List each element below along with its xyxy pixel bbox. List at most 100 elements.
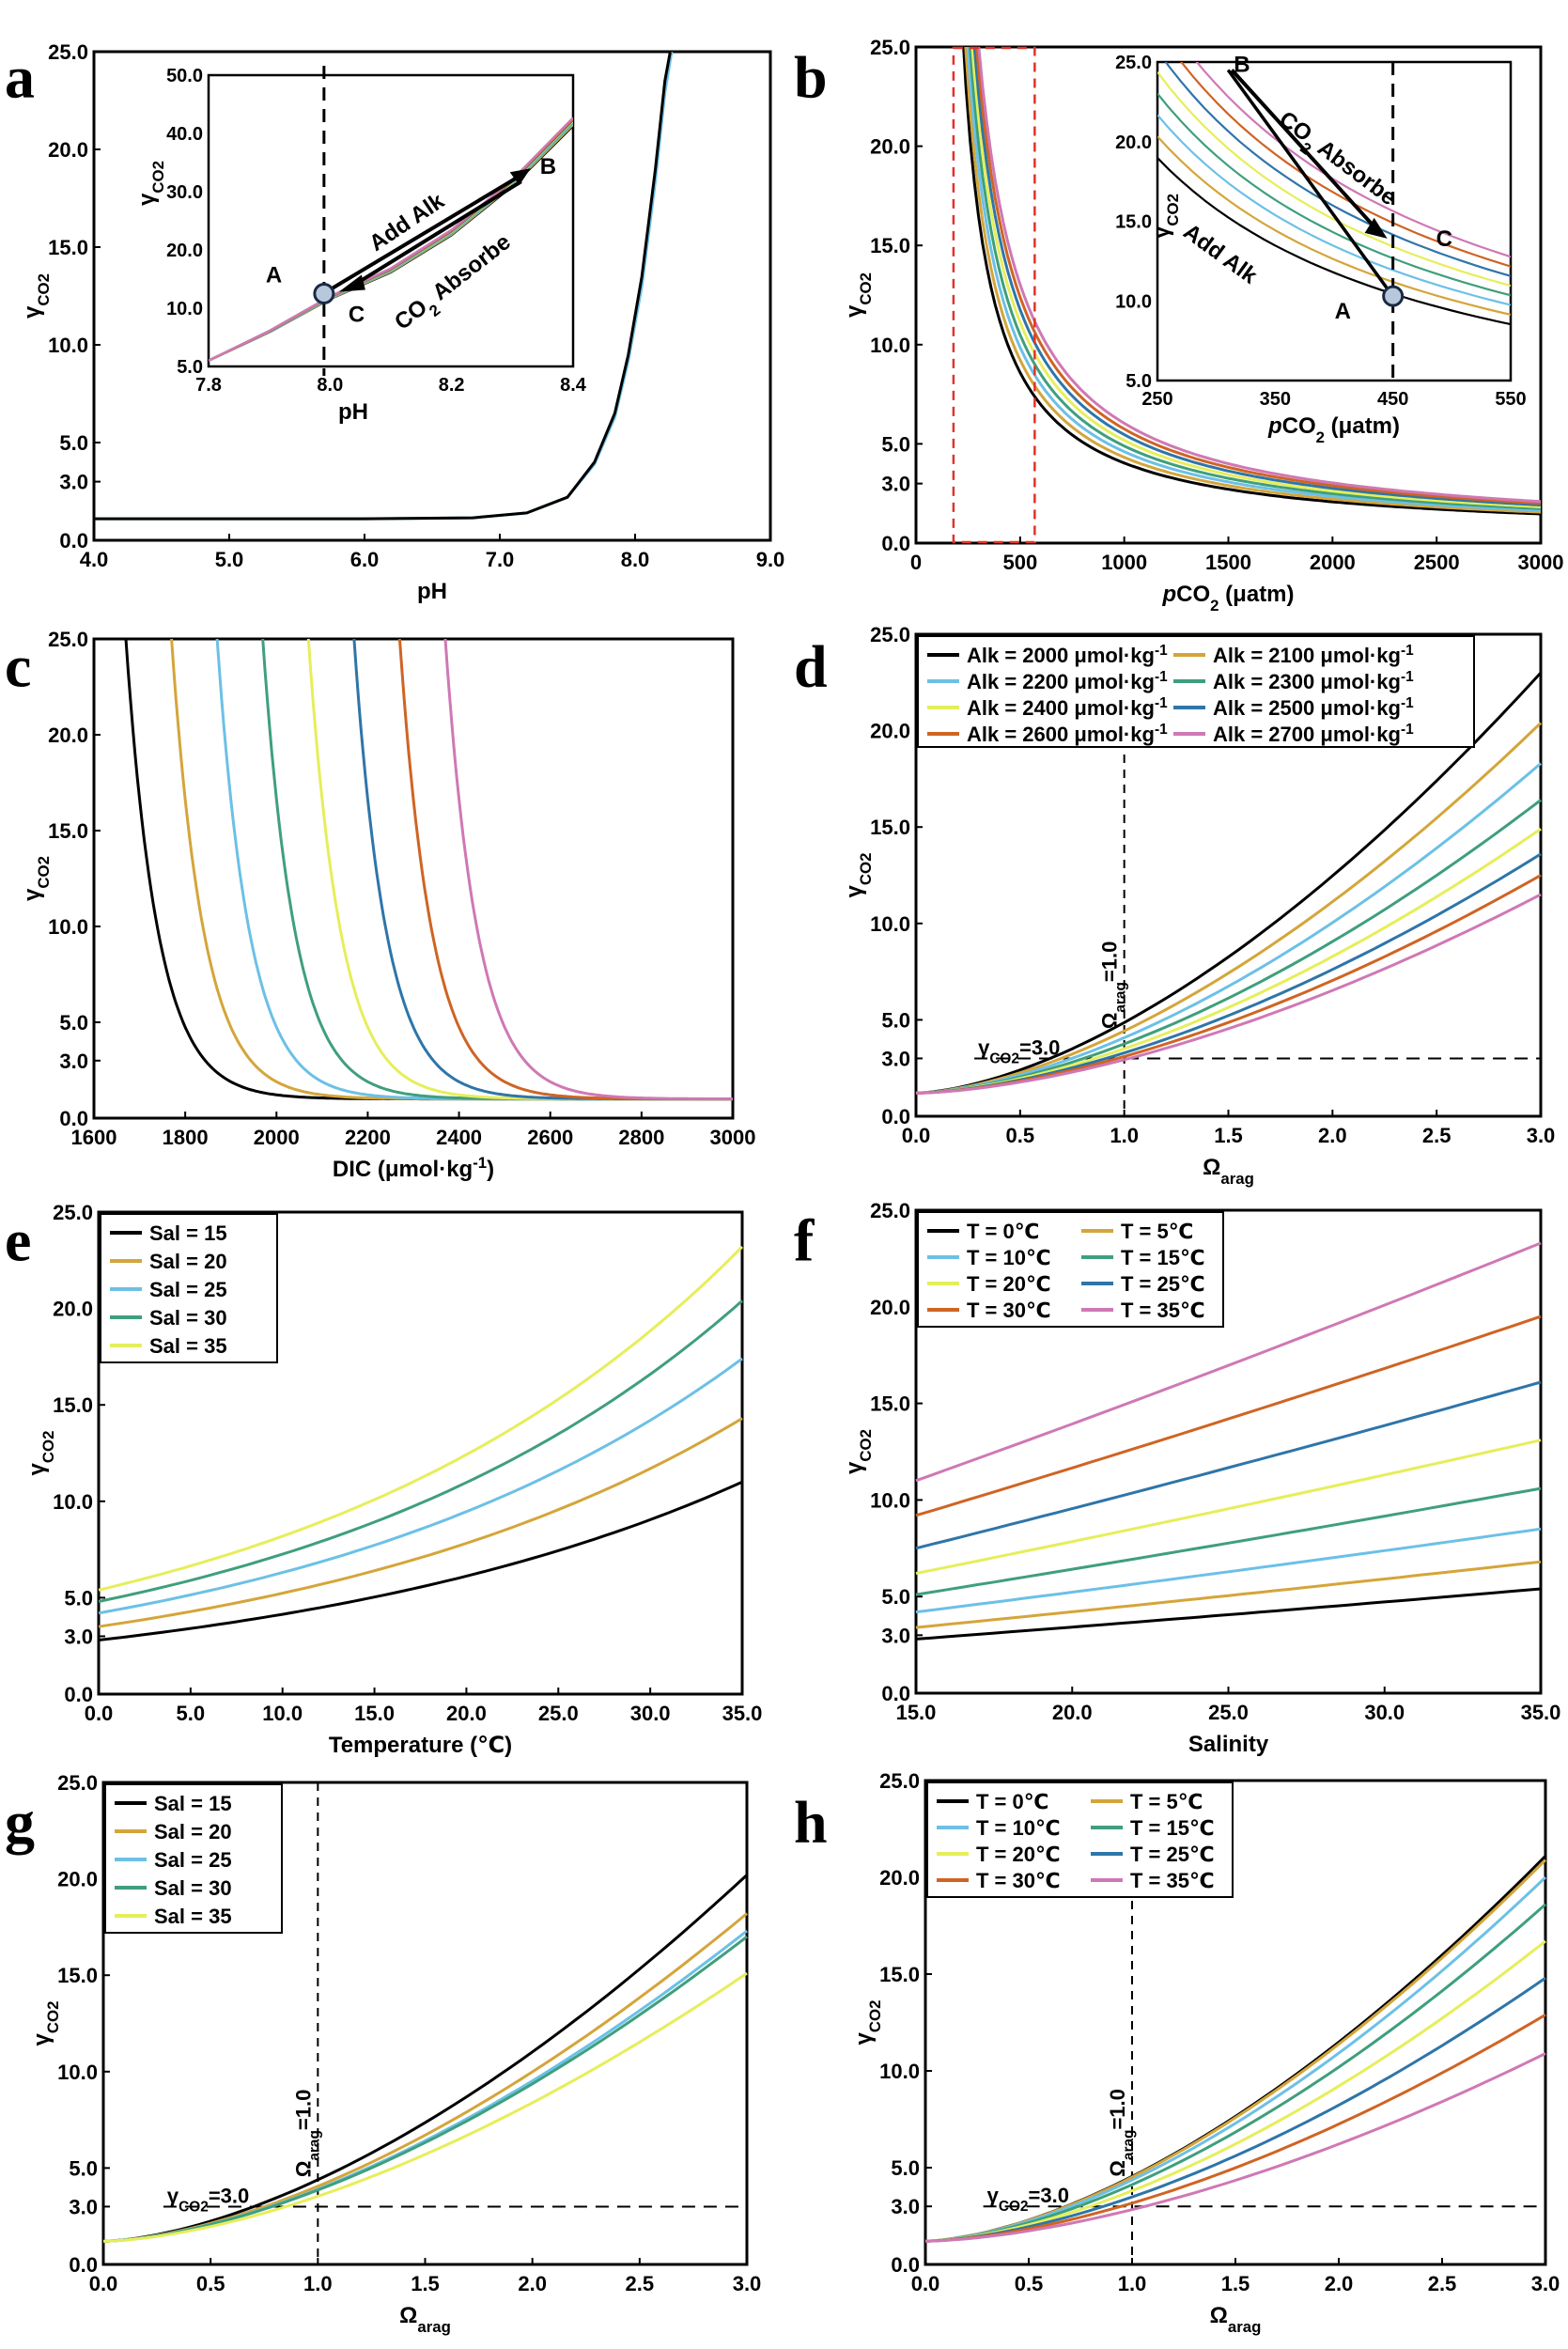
legend-label: T = 20℃ — [976, 1843, 1061, 1866]
series-pink — [924, 2052, 1546, 2243]
inset-series-green — [1157, 92, 1511, 297]
y-tick-label: 5.0 — [881, 432, 910, 456]
inset-y-tick: 15.0 — [1115, 212, 1152, 233]
inset-x-tick: 8.4 — [560, 375, 587, 396]
x-tick-label: 2.0 — [518, 2272, 547, 2295]
y-axis-label: γCO2 — [842, 1429, 875, 1474]
panel-g: 0.0 0.5 1.0 1.5 2.0 2.5 3.0 0.0 3.0 5.0 10.0 15.0 20… — [29, 1771, 761, 2336]
y-tick-label: 3.0 — [881, 1047, 910, 1070]
add-alk-arrow — [1226, 69, 1389, 290]
y-tick-label: 5.0 — [59, 431, 88, 455]
y-axis-label: γCO2 — [24, 1431, 57, 1476]
gamma-ref-label: γCO2=3.0 — [167, 2184, 249, 2215]
x-tick-label: 5.0 — [177, 1702, 206, 1725]
y-tick-label: 0.0 — [881, 1682, 910, 1705]
legend-label: Sal = 15 — [149, 1221, 227, 1245]
series-green — [915, 799, 1542, 1095]
series-black — [98, 1480, 743, 1641]
panel-c: 1600 1800 2000 2200 2400 2600 2800 3000 0.0 3.0 5.… — [20, 628, 756, 1182]
x-tick-label: 1.0 — [303, 2272, 333, 2295]
y-tick-label: 3.0 — [64, 1625, 93, 1648]
y-tick-label: 25.0 — [870, 1199, 910, 1222]
legend-label: T = 10℃ — [967, 1246, 1051, 1269]
series-yellow — [924, 1939, 1546, 2243]
point-label-A: A — [1335, 299, 1351, 324]
series-green — [968, 47, 1541, 510]
point-label-C: C — [1436, 226, 1452, 252]
x-tick-label: 1.0 — [1118, 2272, 1147, 2295]
add-alk-arrow — [328, 172, 524, 292]
series-black — [102, 1874, 749, 2243]
panel-e: 0.0 5.0 10.0 15.0 20.0 25.0 30.0 35.0 0.0 3.0 5.0 1… — [24, 1201, 762, 1758]
y-tick-label: 15.0 — [870, 1392, 910, 1416]
gamma-ref-label: γCO2=3.0 — [987, 2184, 1069, 2215]
legend-label: Alk = 2700 μmol·kg-1 — [1213, 722, 1414, 747]
y-tick-label: 25.0 — [879, 1769, 920, 1793]
y-tick-label: 20.0 — [870, 720, 910, 743]
series-sky — [98, 1357, 743, 1615]
y-tick-label: 20.0 — [879, 1866, 920, 1890]
x-tick-label: 2400 — [436, 1126, 482, 1149]
y-tick-label: 10.0 — [53, 1490, 93, 1514]
co2-absorb-arrow — [1230, 69, 1382, 235]
legend-label: Sal = 15 — [154, 1792, 232, 1815]
omega-ref-label: Ωarag=1.0 — [1106, 2089, 1137, 2177]
inset-x-tick: 8.2 — [439, 375, 465, 396]
series-black — [124, 639, 733, 1101]
series-blue — [924, 1976, 1546, 2243]
x-tick-label: 3000 — [710, 1126, 756, 1149]
series-green — [924, 1903, 1546, 2243]
inset-background — [207, 73, 575, 368]
y-tick-label: 20.0 — [48, 723, 88, 747]
legend-label: T = 35℃ — [1121, 1299, 1205, 1322]
x-tick-label: 8.0 — [621, 548, 650, 571]
y-tick-label: 0.0 — [881, 532, 910, 555]
inset-series-orange — [1179, 62, 1511, 268]
arrow-head — [338, 274, 365, 292]
inset-series-yellow — [1157, 71, 1511, 288]
point-label-C: C — [349, 303, 365, 328]
x-tick-label: 1800 — [163, 1126, 209, 1149]
panel-h: 0.0 0.5 1.0 1.5 2.0 2.5 3.0 0.0 3.0 5.0 10.0 15.0 20… — [851, 1769, 1560, 2336]
series-pink — [915, 1241, 1542, 1483]
y-tick-label: 3.0 — [881, 1624, 910, 1647]
y-tick-label: 10.0 — [870, 334, 910, 357]
series-gold — [102, 1912, 748, 2243]
series-pink — [443, 639, 733, 1100]
series-gold — [915, 722, 1543, 1095]
x-tick-label: 1.5 — [1221, 2272, 1250, 2295]
series-orange — [924, 2014, 1546, 2243]
panel-label: d — [794, 633, 828, 700]
inset-x-tick: 550 — [1495, 389, 1526, 410]
inset-x-tick: 8.0 — [317, 375, 343, 396]
plot-frame — [97, 1210, 744, 1696]
y-axis-label: γCO2 — [851, 2000, 884, 2046]
series-blue — [915, 1380, 1542, 1550]
state-point-marker — [313, 283, 335, 304]
highlight-box — [952, 46, 1036, 544]
x-axis-label: pCO2 (μatm) — [1161, 582, 1294, 614]
series-black — [915, 671, 1543, 1095]
legend-label: Alk = 2500 μmol·kg-1 — [1213, 695, 1414, 721]
x-tick-label: 35.0 — [1521, 1701, 1561, 1724]
x-tick-label: 6.0 — [350, 548, 380, 571]
series-sky — [102, 1929, 748, 2243]
y-axis-label: γCO2 — [20, 273, 53, 319]
series-black — [915, 1587, 1542, 1641]
y-tick-label: 3.0 — [881, 473, 910, 496]
y-tick-label: 25.0 — [48, 628, 88, 651]
legend-label: T = 15℃ — [1130, 1816, 1215, 1840]
x-axis-label: Ωarag — [1210, 2303, 1262, 2336]
x-tick-label: 0.5 — [1006, 1124, 1035, 1147]
y-tick-label: 10.0 — [870, 912, 910, 936]
legend-label: T = 25℃ — [1130, 1843, 1215, 1866]
inset-y-tick: 50.0 — [166, 66, 203, 86]
y-tick-label: 15.0 — [53, 1393, 93, 1417]
series-gold — [98, 1417, 743, 1628]
y-tick-label: 0.0 — [891, 2253, 920, 2277]
y-tick-label: 20.0 — [870, 135, 910, 159]
legend-label: Alk = 2100 μmol·kg-1 — [1213, 643, 1414, 668]
inset-y-tick: 20.0 — [1115, 132, 1152, 153]
x-tick-label: 0.5 — [1015, 2272, 1044, 2295]
